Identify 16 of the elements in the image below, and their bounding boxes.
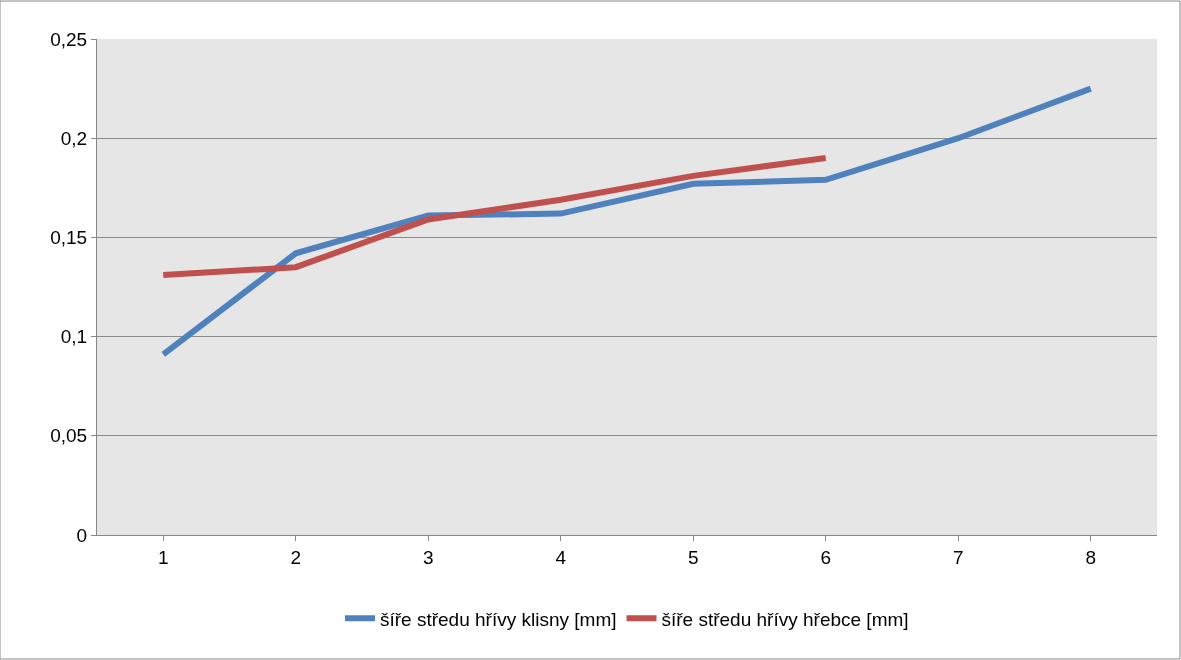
y-tick-label: 0 [76,524,88,546]
x-tick-label: 1 [157,546,169,568]
legend-label: šíře středu hřívy klisny [mm] [380,608,617,630]
x-tick-label: 7 [952,546,964,568]
y-tick-label: 0,1 [60,326,88,348]
x-tick-label: 6 [820,546,832,568]
x-tick-label: 2 [290,546,302,568]
y-tick-label: 0,25 [50,28,88,50]
x-tick-label: 8 [1085,546,1097,568]
x-tick-label: 4 [555,546,567,568]
x-tick-label: 5 [687,546,699,568]
x-tick-label: 3 [422,546,434,568]
y-tick-label: 0,05 [50,425,88,447]
legend-label: šíře středu hřívy hřebce [mm] [661,608,909,630]
y-tick-label: 0,2 [60,127,88,149]
y-tick-label: 0,15 [50,227,88,249]
